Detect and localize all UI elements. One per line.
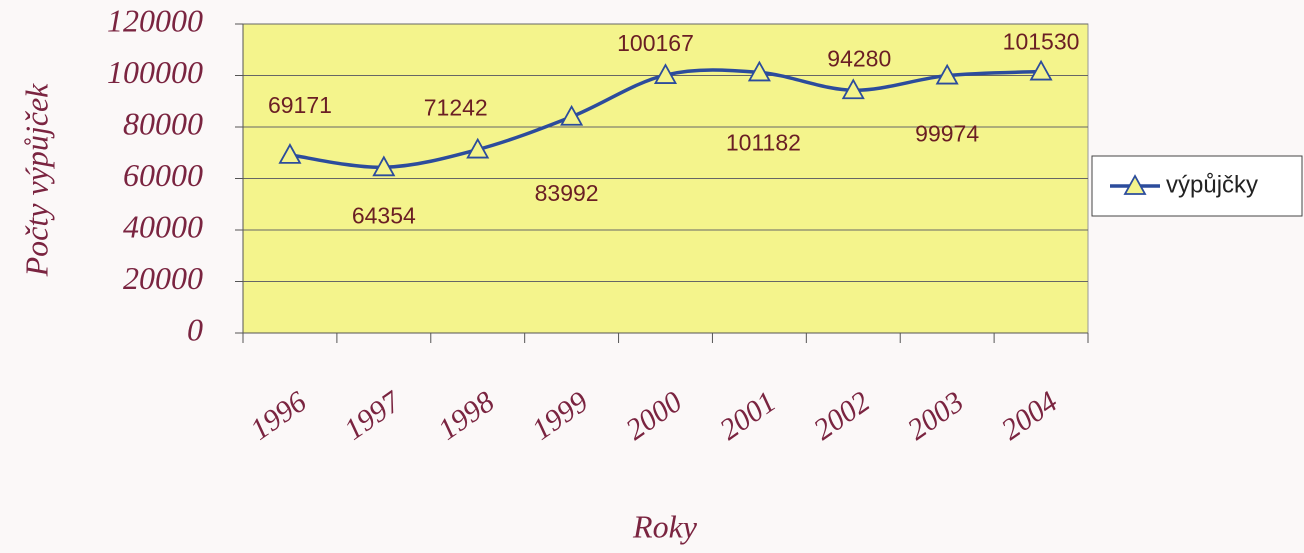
data-label: 101182: [726, 130, 801, 156]
x-tick-label: 2001: [714, 385, 782, 446]
y-tick-label: 20000: [123, 260, 203, 296]
marker: [372, 155, 396, 177]
y-tick-label: 40000: [123, 208, 203, 244]
legend-label: výpůjčky: [1166, 171, 1258, 198]
x-tick-label: 1999: [526, 385, 594, 446]
y-tick-label: 60000: [123, 157, 203, 193]
marker: [1029, 59, 1053, 81]
legend-marker: [1123, 174, 1147, 195]
data-label: 100167: [617, 30, 694, 56]
x-tick-label: 2000: [620, 385, 688, 446]
y-tick-label: 100000: [107, 54, 203, 90]
data-label: 64354: [352, 202, 416, 228]
data-label: 101530: [1003, 29, 1080, 55]
y-tick-label: 80000: [123, 105, 203, 141]
y-axis-title: Počty výpůjček: [18, 83, 54, 278]
x-axis-title: Roky: [632, 508, 698, 544]
marker: [278, 143, 302, 164]
data-label: 71242: [424, 95, 488, 121]
marker: [466, 137, 490, 159]
marker: [653, 63, 678, 84]
data-label: 69171: [268, 92, 332, 118]
x-tick-label: 1996: [244, 385, 312, 446]
data-label: 94280: [827, 45, 891, 71]
x-tick-label: 2003: [902, 385, 970, 446]
marker: [560, 104, 584, 126]
x-tick-label: 1997: [338, 384, 408, 447]
y-tick-label: 0: [187, 311, 203, 347]
x-tick-label: 1998: [432, 385, 500, 446]
data-label: 99974: [915, 121, 979, 147]
x-tick-label: 2002: [808, 385, 876, 446]
marker: [935, 63, 959, 85]
marker: [747, 60, 771, 82]
x-tick-label: 2004: [996, 385, 1064, 446]
y-tick-label: 120000: [107, 2, 203, 38]
marker: [841, 78, 865, 100]
data-label: 83992: [535, 180, 599, 206]
